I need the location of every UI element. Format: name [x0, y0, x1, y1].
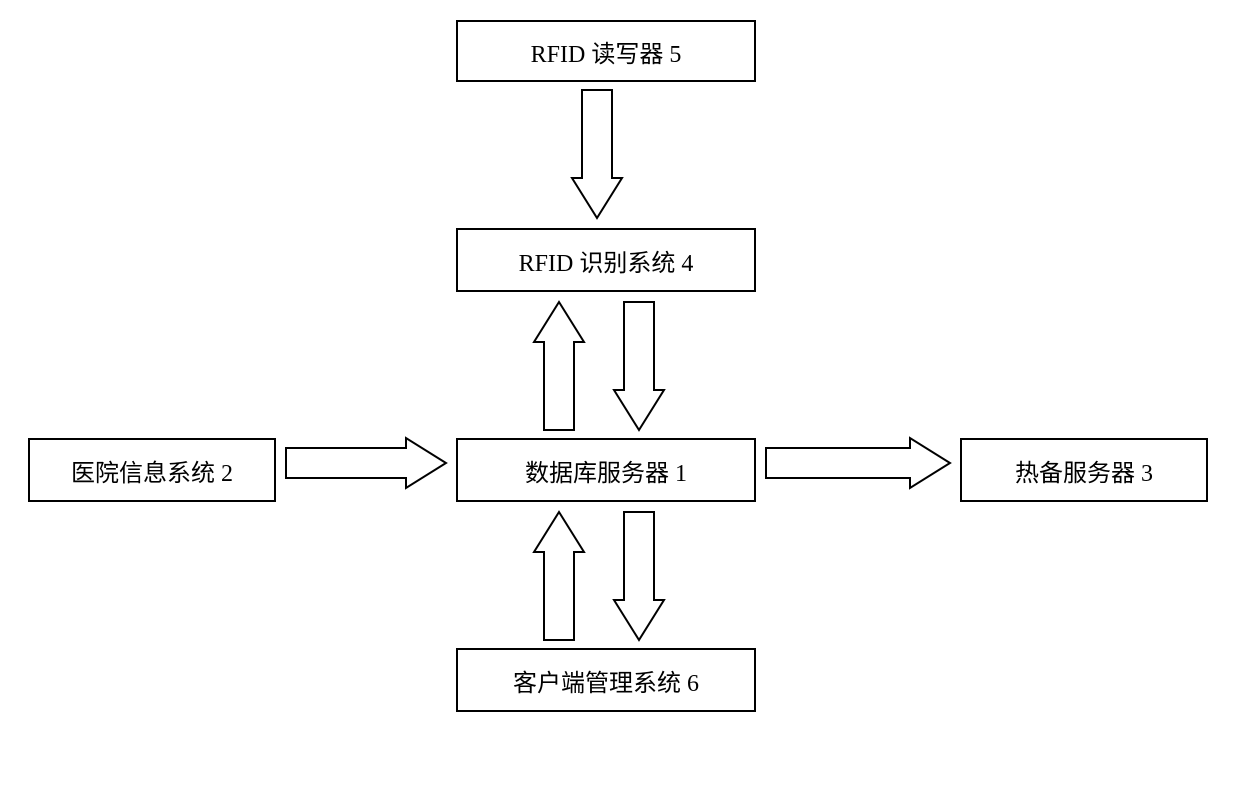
arrow-db_to_rfid_up — [534, 302, 584, 430]
arrow-client_to_db_up — [534, 512, 584, 640]
arrows-layer — [0, 0, 1240, 795]
arrow-rfid_reader_to_system — [572, 90, 622, 218]
arrow-hospital_to_db — [286, 438, 446, 488]
arrow-db_to_hot_standby — [766, 438, 950, 488]
arrow-db_to_client_down — [614, 512, 664, 640]
arrow-rfid_to_db_down — [614, 302, 664, 430]
